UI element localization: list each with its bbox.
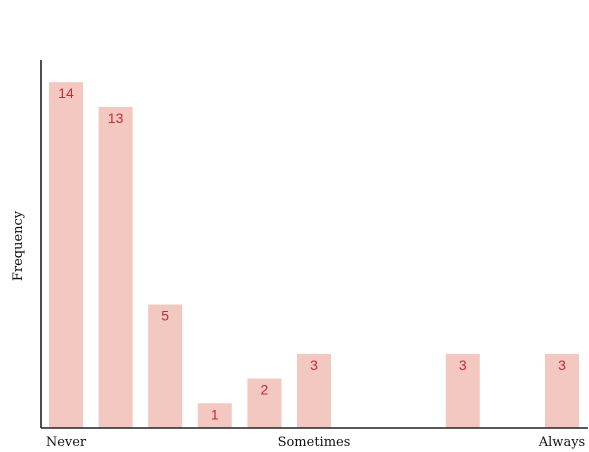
x-tick-labels-group: Never Sometimes Always (46, 435, 585, 450)
bar-value-label: 3 (459, 357, 467, 373)
x-tick-label: Never (46, 435, 87, 450)
bar-labels-group: 14 13 5 1 2 3 3 3 (58, 85, 566, 422)
bar-value-label: 3 (558, 357, 566, 373)
bar-value-label: 5 (161, 308, 169, 324)
x-tick-label: Always (538, 435, 585, 450)
bar-11 (545, 353, 579, 428)
bar-6 (297, 353, 331, 428)
bar-value-label: 2 (261, 382, 269, 398)
bar-2 (98, 106, 133, 429)
bar-value-label: 1 (211, 406, 219, 422)
bar-value-label: 13 (108, 110, 124, 126)
bars-group (49, 82, 579, 429)
bar-5 (247, 378, 282, 428)
bar-9 (445, 353, 480, 428)
y-axis-title: Frequency (11, 210, 26, 281)
bar-4 (197, 403, 232, 428)
bar-value-label: 14 (58, 85, 74, 101)
bar-3 (148, 304, 183, 428)
bar-value-label: 3 (310, 357, 318, 373)
x-tick-label: Sometimes (278, 435, 351, 450)
bar-1 (49, 82, 83, 428)
